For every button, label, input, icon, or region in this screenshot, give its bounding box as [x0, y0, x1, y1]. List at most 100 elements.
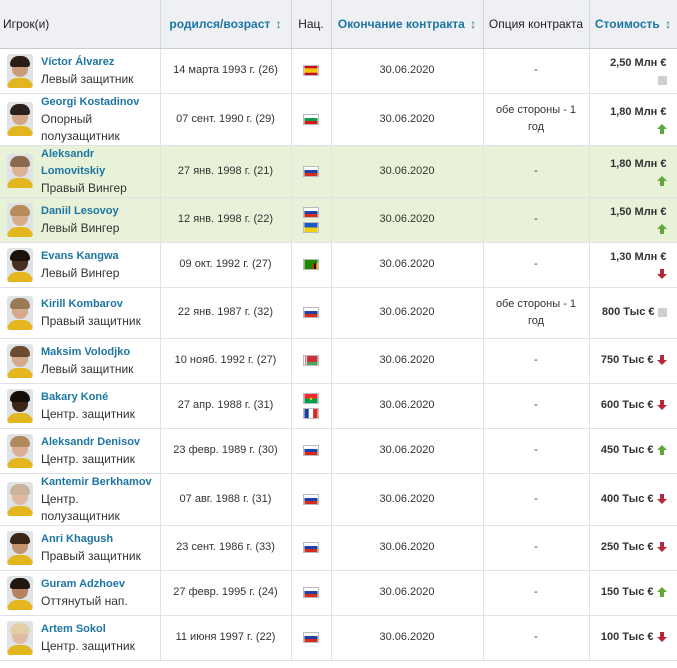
player-name-link[interactable]: Georgi Kostadinov [41, 95, 140, 108]
birth-date: 10 нояб. 1992 г. (27) [160, 338, 292, 384]
trend-up-icon [656, 445, 667, 456]
table-row: Aleksandr Lomovitskiy Правый Вингер 27 янв… [0, 145, 677, 198]
birth-date: 23 февр. 1989 г. (30) [160, 428, 292, 474]
trend-up-icon [656, 587, 667, 598]
header-nationality: Нац. [291, 0, 332, 49]
player-photo[interactable] [7, 154, 33, 188]
market-value[interactable]: 2,50 Млн € [610, 57, 667, 69]
contract-end: 30.06.2020 [331, 48, 484, 94]
sort-icon[interactable]: ↕ [275, 16, 282, 31]
player-photo[interactable] [7, 433, 33, 468]
player-name-link[interactable]: Maksim Volodjko [41, 345, 131, 358]
market-value[interactable]: 750 Тыс € [600, 354, 654, 366]
player-photo[interactable] [7, 53, 33, 88]
player-cell: Daniil Lesovoy Левый Вингер [0, 197, 161, 243]
flag-russia-icon [303, 307, 319, 318]
player-name-link[interactable]: Daniil Lesovoy [41, 204, 119, 217]
market-value[interactable]: 600 Тыс € [600, 399, 654, 411]
contract-option: - [483, 197, 590, 243]
trend-down-icon [656, 355, 667, 366]
player-name-link[interactable]: Bakary Koné [41, 390, 109, 403]
sort-icon[interactable]: ↕ [470, 16, 477, 31]
birth-date: 23 сент. 1986 г. (33) [160, 525, 292, 571]
flag-zambia-icon [303, 259, 319, 270]
player-cell: Georgi Kostadinov Опорный полузащитник [0, 93, 161, 146]
player-name-link[interactable]: Kirill Kombarov [41, 297, 123, 310]
market-value-cell: 600 Тыс € [589, 383, 677, 429]
market-value-cell: 400 Тыс € [589, 473, 677, 526]
player-cell: Artem Sokol Центр. защитник [0, 615, 161, 661]
player-photo[interactable] [7, 482, 33, 516]
player-photo[interactable] [7, 575, 33, 610]
nationality-cell [291, 383, 332, 429]
contract-end: 30.06.2020 [331, 145, 484, 198]
table-row: Maksim Volodjko Левый защитник 10 нояб. 19… [0, 338, 677, 384]
market-value[interactable]: 1,80 Млн € [610, 105, 667, 118]
player-position: Правый защитник [41, 548, 141, 563]
player-position: Левый Вингер [41, 265, 120, 280]
player-name-link[interactable]: Aleksandr Denisov [41, 435, 141, 448]
nationality-cell [291, 473, 332, 526]
market-value[interactable]: 1,30 Млн € [610, 251, 667, 263]
header-contract-option: Опция контракта [483, 0, 590, 49]
player-name-link[interactable]: Aleksandr Lomovitskiy [41, 147, 106, 177]
market-value[interactable]: 250 Тыс € [600, 541, 654, 553]
trend-down-icon [656, 269, 667, 280]
market-value[interactable]: 150 Тыс € [600, 586, 654, 598]
flag-russia-icon [303, 632, 319, 643]
player-photo[interactable] [7, 343, 33, 378]
header-market-value[interactable]: Стоимость ↕ [589, 0, 677, 49]
player-cell: Aleksandr Denisov Центр. защитник [0, 428, 161, 474]
trend-down-icon [656, 632, 667, 643]
player-name-link[interactable]: Kantemir Berkhamov [41, 475, 152, 488]
table-row: Anri Khagush Правый защитник 23 сент. 1986… [0, 525, 677, 571]
header-born[interactable]: родился/возраст ↕ [160, 0, 292, 49]
table-row: Georgi Kostadinov Опорный полузащитник 07 … [0, 93, 677, 146]
nationality-cell [291, 525, 332, 571]
birth-date: 07 сент. 1990 г. (29) [160, 93, 292, 146]
player-photo[interactable] [7, 530, 33, 565]
market-value[interactable]: 400 Тыс € [600, 492, 654, 505]
market-value[interactable]: 800 Тыс € [601, 306, 655, 318]
player-photo[interactable] [7, 295, 33, 330]
player-photo[interactable] [7, 247, 33, 282]
player-name-link[interactable]: Guram Adzhoev [41, 577, 125, 590]
player-photo[interactable] [7, 202, 33, 237]
player-position: Опорный полузащитник [41, 111, 120, 143]
player-cell: Víctor Álvarez Левый защитник [0, 48, 161, 94]
contract-end: 30.06.2020 [331, 93, 484, 146]
sort-icon[interactable]: ↕ [665, 16, 672, 31]
table-row: Artem Sokol Центр. защитник 11 июня 1997 г… [0, 615, 677, 661]
trend-down-icon [656, 542, 667, 553]
market-value-cell: 250 Тыс € [589, 525, 677, 571]
market-value-cell: 450 Тыс € [589, 428, 677, 474]
market-value-cell: 1,80 Млн € [589, 145, 677, 198]
market-value-cell: 2,50 Млн € [589, 48, 677, 94]
player-name-link[interactable]: Víctor Álvarez [41, 55, 115, 68]
player-position: Правый Вингер [41, 180, 127, 195]
player-name-link[interactable]: Anri Khagush [41, 532, 114, 545]
market-value[interactable]: 450 Тыс € [600, 444, 654, 456]
player-name-link[interactable]: Evans Kangwa [41, 249, 119, 262]
contract-option: - [483, 570, 590, 616]
flag-russia-icon [303, 165, 319, 177]
nationality-cell [291, 428, 332, 474]
player-position: Центр. защитник [41, 406, 135, 421]
trend-same-icon [657, 75, 667, 85]
flag-spain-icon [303, 65, 319, 76]
player-photo[interactable] [7, 388, 33, 423]
nationality-cell [291, 287, 332, 339]
header-contract-end[interactable]: Окончание контракта ↕ [331, 0, 484, 49]
market-value[interactable]: 1,80 Млн € [610, 157, 667, 170]
contract-end: 30.06.2020 [331, 287, 484, 339]
birth-date: 11 июня 1997 г. (22) [160, 615, 292, 661]
contract-option: - [483, 615, 590, 661]
player-position: Левый Вингер [41, 220, 120, 235]
player-photo[interactable] [7, 620, 33, 655]
table-row: Guram Adzhoev Оттянутый нап. 27 февр. 1995… [0, 570, 677, 616]
player-photo[interactable] [7, 102, 33, 136]
player-name-link[interactable]: Artem Sokol [41, 622, 106, 635]
market-value[interactable]: 1,50 Млн € [610, 206, 667, 218]
player-position: Центр. защитник [41, 451, 135, 466]
market-value[interactable]: 100 Тыс € [600, 631, 654, 643]
